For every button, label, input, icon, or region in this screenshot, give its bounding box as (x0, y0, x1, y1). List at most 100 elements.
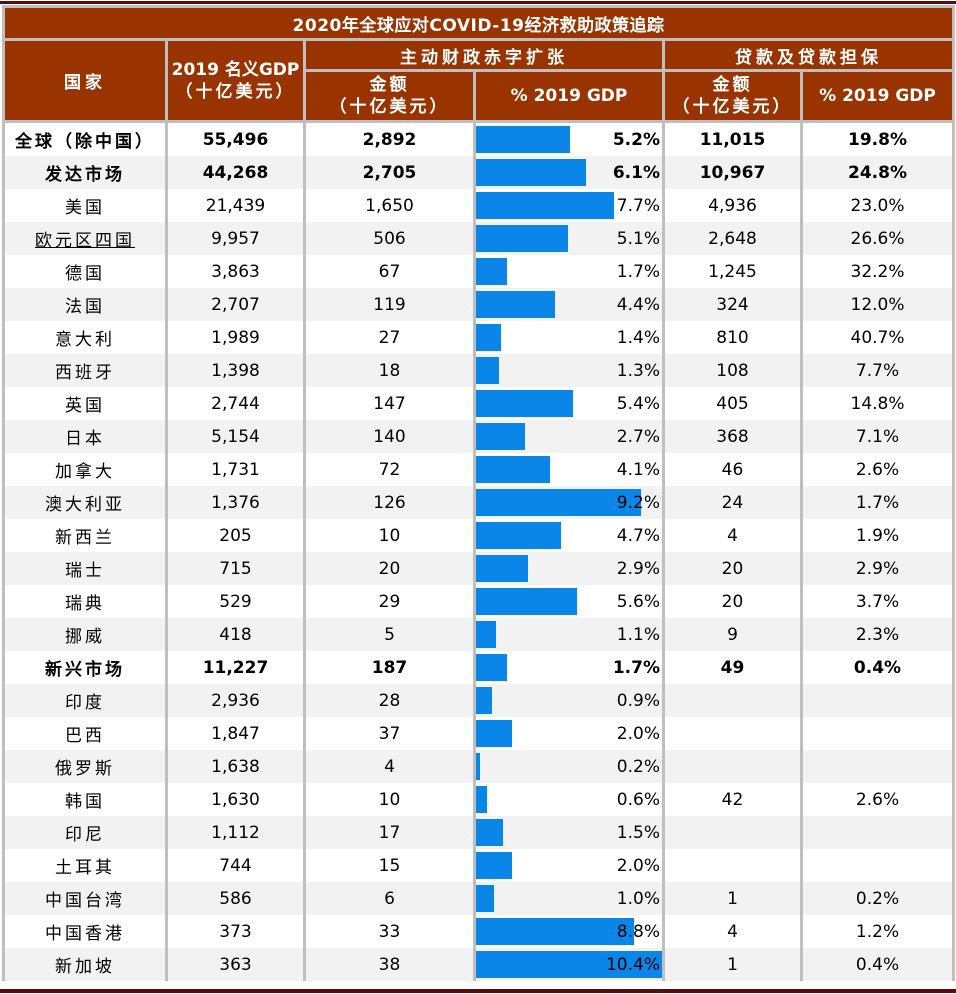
gdp-cell: 5,154 (165, 420, 306, 453)
gdp-cell: 2,744 (165, 387, 306, 420)
table-row: 日本 5,154 140 2.7% 368 7.1% (2, 420, 956, 453)
loan-pct-cell: 7.1% (799, 420, 956, 453)
fiscal-pct-cell: 0.6% (473, 783, 665, 816)
country-name: 新加坡 (55, 957, 115, 977)
data-bar (477, 852, 512, 879)
loan-amount-cell (662, 816, 803, 849)
gdp-cell: 1,989 (165, 321, 306, 354)
loan-amount-cell (662, 717, 803, 750)
country-name: 印度 (65, 693, 105, 713)
header-amount-line1: 金额 (712, 75, 753, 95)
data-bar (477, 258, 507, 285)
country-cell: 发达市场 (2, 156, 168, 189)
data-bar (477, 192, 614, 219)
country-name[interactable]: 欧元区四国 (35, 231, 135, 251)
header-amount-line2: （十亿美元） (329, 97, 450, 117)
fiscal-pct-value: 5.6% (616, 591, 660, 612)
fiscal-amount-cell: 5 (303, 618, 476, 651)
loan-pct-cell: 0.4% (799, 948, 956, 981)
header-fiscal-amount: 金额 （十亿美元） (303, 69, 476, 123)
fiscal-amount-cell: 2,892 (303, 121, 476, 156)
country-cell: 韩国 (2, 783, 168, 816)
fiscal-pct-cell: 1.0% (473, 882, 665, 915)
fiscal-pct-cell: 2.9% (473, 552, 665, 585)
table-row: 印尼 1,112 17 1.5% (2, 816, 956, 849)
data-bar (477, 720, 512, 747)
fiscal-pct-value: 0.6% (616, 789, 660, 810)
fiscal-amount-cell: 27 (303, 321, 476, 354)
loan-pct-cell: 26.6% (799, 222, 956, 255)
header-loans-group: 贷款及贷款担保 (661, 38, 956, 72)
loan-pct-cell: 40.7% (799, 321, 956, 354)
gdp-cell: 2,936 (165, 684, 306, 717)
loan-pct-cell: 2.6% (799, 453, 956, 486)
table-row: 德国 3,863 67 1.7% 1,245 32.2% (2, 255, 956, 288)
header-country: 国家 (2, 38, 168, 123)
fiscal-amount-cell: 1,650 (303, 189, 476, 222)
gdp-cell: 373 (165, 915, 306, 948)
country-name: 新西兰 (55, 528, 115, 548)
data-bar (477, 918, 634, 945)
fiscal-amount-cell: 15 (303, 849, 476, 882)
loan-amount-cell: 810 (662, 321, 803, 354)
top-rule (0, 1, 956, 4)
loan-amount-cell: 11,015 (662, 121, 803, 156)
fiscal-amount-cell: 29 (303, 585, 476, 618)
country-cell: 日本 (2, 420, 168, 453)
data-bar (477, 588, 577, 615)
country-cell: 中国台湾 (2, 882, 168, 915)
loan-amount-cell: 24 (662, 486, 803, 519)
fiscal-amount-cell: 6 (303, 882, 476, 915)
country-cell: 全球（除中国） (2, 121, 168, 156)
loan-amount-cell: 4 (662, 519, 803, 552)
fiscal-amount-cell: 147 (303, 387, 476, 420)
gdp-cell: 44,268 (165, 156, 306, 189)
fiscal-amount-cell: 506 (303, 222, 476, 255)
country-cell: 瑞典 (2, 585, 168, 618)
loan-pct-cell: 7.7% (799, 354, 956, 387)
fiscal-amount-cell: 38 (303, 948, 476, 981)
covid-policy-table: 2020年全球应对COVID-19经济救助政策追踪 国家 2019 名义GDP … (1, 5, 956, 981)
header-gdp: 2019 名义GDP （十亿美元） (165, 38, 306, 123)
gdp-cell: 1,112 (165, 816, 306, 849)
gdp-cell: 1,731 (165, 453, 306, 486)
fiscal-amount-cell: 72 (303, 453, 476, 486)
fiscal-pct-value: 4.4% (616, 294, 660, 315)
loan-pct-cell (799, 717, 956, 750)
fiscal-pct-cell: 1.3% (473, 354, 665, 387)
loan-pct-cell: 19.8% (799, 121, 956, 156)
fiscal-pct-cell: 8.8% (473, 915, 665, 948)
fiscal-amount-cell: 119 (303, 288, 476, 321)
loan-pct-cell (799, 750, 956, 783)
gdp-cell: 1,398 (165, 354, 306, 387)
data-bar (477, 423, 525, 450)
data-bar (477, 555, 528, 582)
table-body: 全球（除中国） 55,496 2,892 5.2% 11,015 19.8% 发达市场 44,… (2, 121, 956, 981)
fiscal-amount-cell: 18 (303, 354, 476, 387)
fiscal-pct-value: 1.4% (616, 327, 660, 348)
data-bar (477, 126, 570, 153)
country-name: 德国 (65, 264, 105, 284)
table-row: 西班牙 1,398 18 1.3% 108 7.7% (2, 354, 956, 387)
fiscal-amount-cell: 17 (303, 816, 476, 849)
table-row: 中国香港 373 33 8.8% 4 1.2% (2, 915, 956, 948)
data-bar (477, 390, 573, 417)
table-row: 新加坡 363 38 10.4% 1 0.4% (2, 948, 956, 981)
country-cell: 德国 (2, 255, 168, 288)
fiscal-pct-value: 5.1% (616, 228, 660, 249)
fiscal-pct-value: 5.2% (612, 129, 660, 150)
table-row: 澳大利亚 1,376 126 9.2% 24 1.7% (2, 486, 956, 519)
country-cell: 中国香港 (2, 915, 168, 948)
fiscal-pct-cell: 4.7% (473, 519, 665, 552)
gdp-cell: 1,376 (165, 486, 306, 519)
country-name: 发达市场 (45, 165, 125, 185)
loan-amount-cell: 46 (662, 453, 803, 486)
data-bar (477, 291, 555, 318)
country-cell: 挪威 (2, 618, 168, 651)
country-name: 美国 (65, 198, 105, 218)
fiscal-pct-value: 1.5% (616, 822, 660, 843)
fiscal-pct-value: 1.3% (616, 360, 660, 381)
data-bar (477, 357, 499, 384)
fiscal-pct-value: 0.2% (616, 756, 660, 777)
loan-pct-cell: 1.9% (799, 519, 956, 552)
